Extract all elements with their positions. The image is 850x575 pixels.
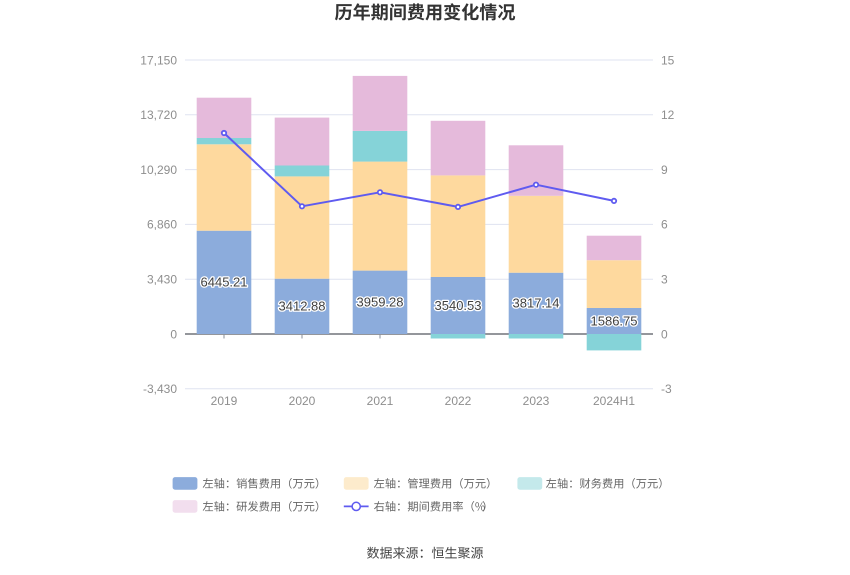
svg-text:9: 9: [661, 163, 668, 177]
svg-text:2023: 2023: [523, 394, 550, 408]
svg-text:6445.21: 6445.21: [201, 275, 248, 290]
svg-text:13,720: 13,720: [140, 108, 177, 122]
svg-text:3959.28: 3959.28: [357, 295, 404, 310]
svg-text:2024H1: 2024H1: [593, 394, 635, 408]
svg-text:2020: 2020: [289, 394, 316, 408]
svg-text:10,290: 10,290: [140, 163, 177, 177]
svg-text:3540.53: 3540.53: [435, 298, 482, 313]
svg-text:0: 0: [170, 327, 177, 341]
svg-text:3: 3: [661, 273, 668, 287]
svg-text:3412.88: 3412.88: [279, 299, 326, 314]
svg-text:3817.14: 3817.14: [513, 296, 560, 311]
svg-text:0: 0: [661, 327, 668, 341]
svg-text:15: 15: [661, 53, 675, 67]
svg-text:3,430: 3,430: [147, 273, 177, 287]
svg-text:17,150: 17,150: [140, 53, 177, 67]
svg-text:12: 12: [661, 108, 675, 122]
svg-text:-3,430: -3,430: [143, 382, 177, 396]
svg-text:1586.75: 1586.75: [591, 313, 638, 328]
svg-text:2019: 2019: [211, 394, 238, 408]
svg-text:6: 6: [661, 218, 668, 232]
svg-text:6,860: 6,860: [147, 218, 177, 232]
svg-text:-3: -3: [661, 382, 672, 396]
svg-text:2022: 2022: [445, 394, 472, 408]
svg-text:2021: 2021: [367, 394, 394, 408]
